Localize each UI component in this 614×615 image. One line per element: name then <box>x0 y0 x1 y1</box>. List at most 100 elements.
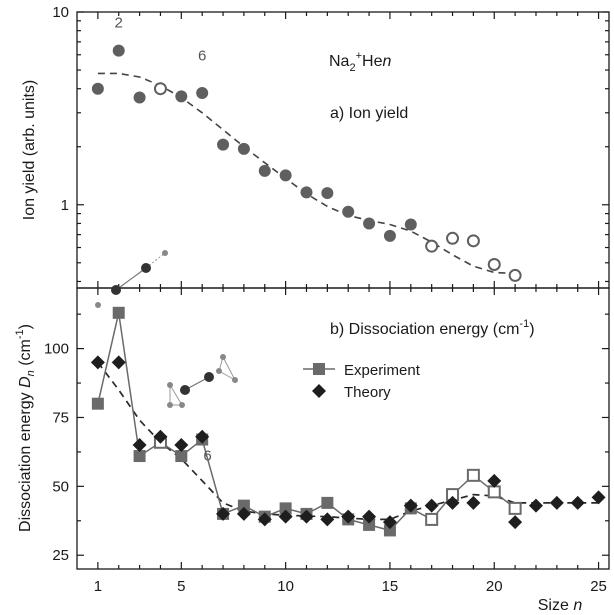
cluster-bond <box>218 370 236 381</box>
ion-yield-open-point <box>466 234 480 248</box>
theory-point <box>320 512 335 527</box>
theory-point <box>174 438 189 453</box>
sodium-atom <box>111 285 121 295</box>
legend-theory-marker <box>312 384 326 398</box>
theory-point <box>216 506 231 521</box>
legend-experiment-label: Experiment <box>344 362 421 379</box>
helium-atom <box>167 402 173 408</box>
magic-number-label: 6 <box>198 48 206 65</box>
x-tick-label: 20 <box>486 578 503 595</box>
x-tick-label: 15 <box>382 578 399 595</box>
theory-point <box>528 498 543 513</box>
cluster-6-structure-illustration <box>167 354 238 408</box>
theory-point <box>403 498 418 513</box>
ion-yield-filled-point <box>258 164 271 177</box>
theory-point <box>257 512 272 527</box>
experiment-open-point <box>487 485 501 499</box>
ion-yield-filled-point <box>404 218 417 231</box>
helium-atom <box>179 402 185 408</box>
x-axis-title: Size n <box>538 597 583 614</box>
dissociation-fit-curve <box>97 361 599 521</box>
bottom-fit-curve-layer <box>97 361 599 521</box>
experiment-open-point <box>425 512 439 526</box>
theory-point <box>382 515 397 530</box>
theory-point <box>508 515 523 530</box>
top-y-tick-label: 1 <box>61 197 69 214</box>
legend-theory-label: Theory <box>344 384 391 401</box>
bottom-y-tick-label: 50 <box>52 478 69 495</box>
ion-yield-open-point <box>508 268 522 282</box>
theory-point <box>487 473 502 488</box>
magic-number-label: 6 <box>203 448 211 465</box>
theory-point <box>549 495 564 510</box>
experiment-open-point <box>466 468 480 482</box>
top-y-axis-title: Ion yield (arb. units) <box>21 80 38 221</box>
experiment-point <box>175 450 188 463</box>
panel-b-title: b) Dissociation energy (cm-1) <box>330 318 535 338</box>
legend: Experiment Theory <box>303 362 421 401</box>
experiment-point <box>321 496 334 509</box>
top-axis-ticks: 1 10 <box>52 4 609 288</box>
theory-point <box>466 495 481 510</box>
ion-yield-filled-point <box>112 44 125 57</box>
theory-point <box>570 495 585 510</box>
theory-point <box>445 495 460 510</box>
legend-experiment-marker <box>313 363 325 375</box>
theory-point <box>153 429 168 444</box>
magic-number-label: 2 <box>115 15 123 32</box>
panel-a-title: a) Ion yield <box>330 105 408 122</box>
ion-yield-open-point <box>487 257 501 271</box>
cluster-bond <box>222 356 236 381</box>
ion-yield-filled-point <box>196 87 209 100</box>
bottom-y-tick-label: 100 <box>44 341 69 358</box>
x-tick-label: 10 <box>277 578 294 595</box>
ion-yield-filled-point <box>133 91 146 104</box>
dimer-structure-illustration <box>95 250 168 308</box>
theory-point <box>195 429 210 444</box>
top-data-points-layer <box>91 44 522 282</box>
ion-yield-filled-point <box>217 138 230 151</box>
dimer-bond <box>115 267 147 291</box>
helium-atom <box>95 302 101 308</box>
ion-yield-filled-point <box>175 90 188 103</box>
bottom-y-axis-title: Dissociation energy Dn (cm-1) <box>14 324 37 532</box>
sodium-atom <box>180 385 190 395</box>
theory-point <box>591 490 606 505</box>
helium-atom <box>220 354 226 360</box>
sodium-atom <box>141 263 151 273</box>
helium-atom <box>167 382 173 388</box>
ion-yield-filled-point <box>300 186 313 199</box>
experiment-point <box>91 397 104 410</box>
helium-atom <box>162 250 168 256</box>
helium-atom <box>232 377 238 383</box>
ion-yield-filled-point <box>237 142 250 155</box>
theory-point <box>362 509 377 524</box>
ion-yield-open-point <box>425 239 439 253</box>
ion-yield-filled-point <box>321 187 334 200</box>
x-tick-label: 1 <box>94 578 102 595</box>
bottom-y-tick-label: 25 <box>52 547 69 564</box>
ion-yield-filled-point <box>363 217 376 230</box>
theory-point <box>299 509 314 524</box>
ion-yield-open-point <box>446 231 460 245</box>
bottom-panel-frame <box>76 287 610 570</box>
experiment-point <box>112 306 125 319</box>
theory-point <box>341 509 356 524</box>
ion-yield-filled-point <box>91 82 104 95</box>
experiment-open-point <box>508 501 522 515</box>
theory-series-layer <box>90 355 606 530</box>
top-y-tick-label: 10 <box>52 4 69 21</box>
bottom-y-tick-label: 75 <box>52 409 69 426</box>
species-label: Na2+Hen <box>329 50 391 74</box>
x-tick-label: 5 <box>177 578 185 595</box>
ion-yield-filled-point <box>383 229 396 242</box>
ion-yield-open-point <box>153 82 167 96</box>
theory-point <box>132 438 147 453</box>
theory-point <box>424 498 439 513</box>
bottom-annotations-layer: 6 <box>203 448 211 465</box>
x-tick-label: 25 <box>590 578 607 595</box>
ion-yield-filled-point <box>342 205 355 218</box>
helium-atom <box>216 368 222 374</box>
experiment-point <box>133 450 146 463</box>
